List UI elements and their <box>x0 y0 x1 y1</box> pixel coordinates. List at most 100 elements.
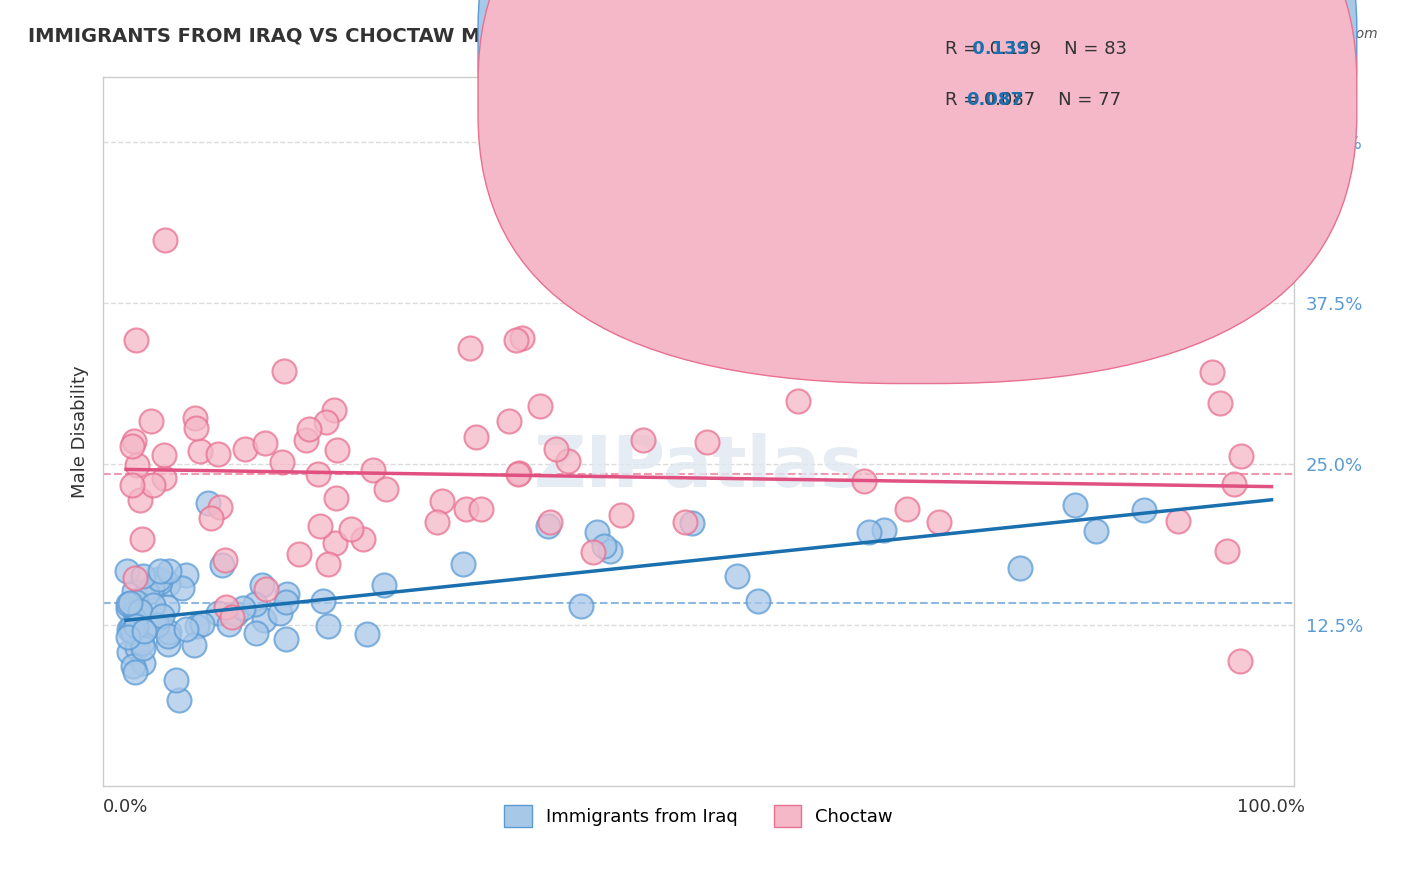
Immigrants from Iraq <box>120 596 142 610</box>
Immigrants from Iraq <box>165 673 187 687</box>
Choctaw <box>529 399 551 413</box>
Choctaw <box>207 447 229 461</box>
Immigrants from Iraq <box>167 692 190 706</box>
Choctaw <box>121 477 143 491</box>
Choctaw <box>696 434 718 449</box>
Choctaw <box>253 436 276 450</box>
Choctaw <box>254 582 277 597</box>
Immigrants from Iraq <box>117 601 139 615</box>
Immigrants from Iraq <box>245 626 267 640</box>
Immigrants from Iraq <box>592 539 614 553</box>
Immigrants from Iraq <box>186 619 208 633</box>
Choctaw <box>155 233 177 247</box>
Choctaw <box>1223 476 1246 491</box>
Immigrants from Iraq <box>118 622 141 636</box>
Immigrants from Iraq <box>148 572 170 586</box>
Choctaw <box>538 515 561 529</box>
Immigrants from Iraq <box>128 604 150 618</box>
Immigrants from Iraq <box>142 616 165 631</box>
Choctaw <box>316 558 339 572</box>
Choctaw <box>1230 449 1253 463</box>
Immigrants from Iraq <box>252 578 274 592</box>
Immigrants from Iraq <box>174 623 197 637</box>
Immigrants from Iraq <box>131 636 153 650</box>
Immigrants from Iraq <box>149 575 172 590</box>
Choctaw <box>465 430 488 444</box>
Choctaw <box>340 523 363 537</box>
Immigrants from Iraq <box>218 616 240 631</box>
Immigrants from Iraq <box>197 496 219 510</box>
Immigrants from Iraq <box>316 618 339 632</box>
Immigrants from Iraq <box>141 581 163 595</box>
Immigrants from Iraq <box>243 597 266 611</box>
Immigrants from Iraq <box>120 621 142 635</box>
Legend: Immigrants from Iraq, Choctaw: Immigrants from Iraq, Choctaw <box>498 797 900 834</box>
Immigrants from Iraq <box>122 659 145 673</box>
Choctaw <box>142 478 165 492</box>
Immigrants from Iraq <box>156 629 179 643</box>
Immigrants from Iraq <box>146 618 169 632</box>
Immigrants from Iraq <box>122 584 145 599</box>
Choctaw <box>1229 654 1251 668</box>
Choctaw <box>1209 396 1232 410</box>
Immigrants from Iraq <box>274 632 297 646</box>
Immigrants from Iraq <box>356 627 378 641</box>
Immigrants from Iraq <box>183 638 205 652</box>
Immigrants from Iraq <box>117 597 139 611</box>
Immigrants from Iraq <box>136 586 159 600</box>
Choctaw <box>458 341 481 355</box>
Choctaw <box>853 475 876 489</box>
Choctaw <box>498 414 520 428</box>
Choctaw <box>1201 365 1223 379</box>
Immigrants from Iraq <box>156 637 179 651</box>
Choctaw <box>153 470 176 484</box>
Immigrants from Iraq <box>211 558 233 572</box>
Immigrants from Iraq <box>858 524 880 539</box>
Text: R = 0.087    N = 77: R = 0.087 N = 77 <box>945 91 1121 109</box>
Immigrants from Iraq <box>747 594 769 608</box>
Choctaw <box>125 458 148 472</box>
Immigrants from Iraq <box>1063 499 1085 513</box>
Immigrants from Iraq <box>122 601 145 615</box>
Choctaw <box>200 511 222 525</box>
Choctaw <box>456 502 478 516</box>
Choctaw <box>426 515 449 529</box>
Immigrants from Iraq <box>131 569 153 583</box>
Immigrants from Iraq <box>132 624 155 638</box>
Text: 0.139: 0.139 <box>966 40 1029 58</box>
Immigrants from Iraq <box>274 595 297 609</box>
Choctaw <box>352 532 374 546</box>
Text: Source: ZipAtlas.com: Source: ZipAtlas.com <box>1230 27 1378 41</box>
Immigrants from Iraq <box>276 586 298 600</box>
Choctaw <box>270 455 292 469</box>
Y-axis label: Male Disability: Male Disability <box>72 366 89 499</box>
Immigrants from Iraq <box>312 594 335 608</box>
Immigrants from Iraq <box>117 630 139 644</box>
Choctaw <box>508 466 530 480</box>
Immigrants from Iraq <box>725 568 748 582</box>
Choctaw <box>294 433 316 447</box>
Choctaw <box>184 421 207 435</box>
Choctaw <box>122 434 145 448</box>
Choctaw <box>361 462 384 476</box>
Immigrants from Iraq <box>124 606 146 620</box>
Choctaw <box>315 415 337 429</box>
Text: 0.087: 0.087 <box>966 91 1024 109</box>
Choctaw <box>582 544 605 558</box>
Immigrants from Iraq <box>156 599 179 614</box>
Choctaw <box>307 467 329 481</box>
Choctaw <box>233 442 256 457</box>
Choctaw <box>309 519 332 533</box>
Immigrants from Iraq <box>131 610 153 624</box>
Immigrants from Iraq <box>232 601 254 615</box>
Immigrants from Iraq <box>150 609 173 624</box>
Choctaw <box>673 515 696 529</box>
Immigrants from Iraq <box>125 640 148 655</box>
Immigrants from Iraq <box>125 619 148 633</box>
Text: ZIPatlas: ZIPatlas <box>534 433 863 502</box>
Immigrants from Iraq <box>142 599 165 613</box>
Immigrants from Iraq <box>149 564 172 578</box>
Choctaw <box>215 599 238 614</box>
Choctaw <box>121 438 143 452</box>
Text: R =  0.139    N = 83: R = 0.139 N = 83 <box>945 40 1126 58</box>
